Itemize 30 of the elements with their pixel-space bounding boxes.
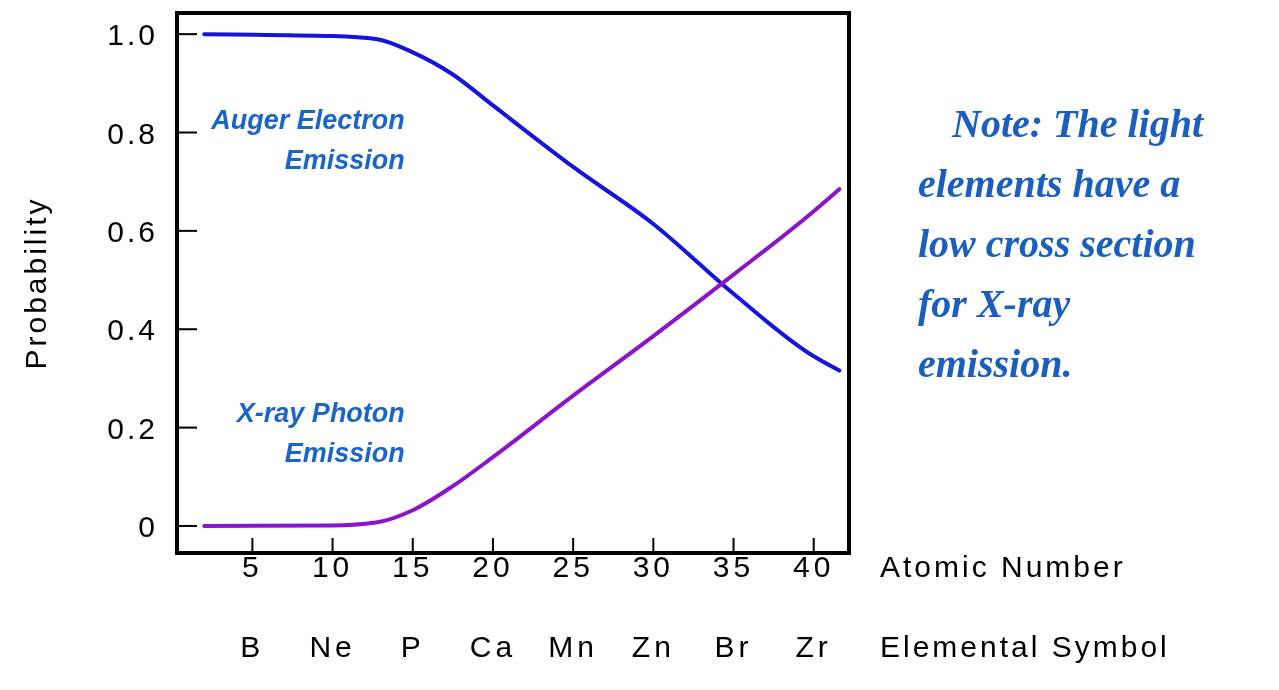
y-axis-title: Probability [19,196,52,370]
x-tick-label: 5 [242,550,263,583]
text: Ne [309,630,356,663]
text: Elemental Symbol [880,630,1170,663]
text: Zn [631,630,675,663]
x-tick-label: 25 [552,550,594,583]
y-tick-label: 0.8 [107,116,158,150]
y-tick-label: 1.0 [107,18,158,52]
text: Zr [795,630,832,663]
x-tick-label: 35 [712,550,755,583]
line-series [202,187,842,528]
x-tick-label: 10 [311,550,354,583]
line-series [202,32,842,373]
y-tick-label: 0.4 [107,313,158,347]
text: Note: The light elements have a low cross section for X-ray emission. [918,101,1205,386]
text: P [400,630,425,663]
x-tick-label: 15 [392,550,434,583]
x-tick-label: 40 [793,550,835,583]
text: B [240,630,265,663]
x-tick-label: 30 [632,550,675,583]
text: Br [714,630,753,663]
y-tick-label: 0.6 [107,214,158,248]
y-tick-label: 0 [138,509,158,543]
series-label: Auger Electron Emission [210,105,405,176]
x-tick-label: 20 [472,550,514,583]
text: Ca [469,630,517,663]
series-label: X-ray Photon Emission [234,398,405,469]
text: Mn [548,630,598,663]
y-tick-label: 0.2 [107,411,158,445]
x-axis-title: Atomic Number [880,550,1126,583]
